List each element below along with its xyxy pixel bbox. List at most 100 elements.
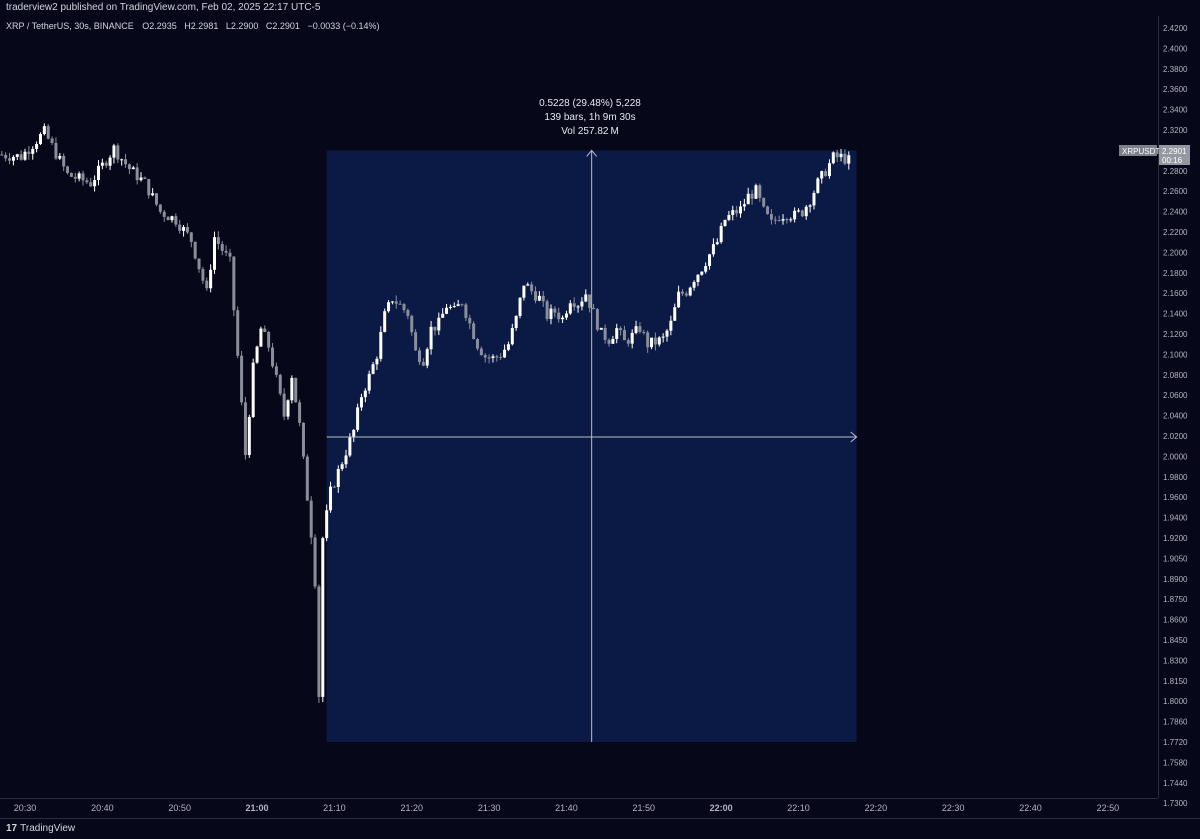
arrow-up-icon (586, 149, 598, 157)
candle-body (178, 224, 182, 231)
candle-body (680, 291, 684, 294)
candle-body (193, 241, 197, 259)
candle-body (332, 486, 336, 488)
price-tick-label: 1.8900 (1163, 575, 1188, 584)
high-value: 2.2981 (191, 21, 219, 31)
price-tick-label: 2.0000 (1163, 452, 1188, 461)
candle-body (340, 464, 344, 469)
candle-body (317, 586, 321, 697)
symbol-badge (1119, 145, 1157, 156)
candle-body (564, 313, 568, 318)
candle-body (410, 315, 414, 333)
candle-body (700, 271, 704, 275)
candle-body (38, 134, 42, 145)
candle-body (73, 176, 77, 179)
candle-body (719, 225, 723, 243)
symbol-title: XRP / TetherUS, 30s, BINANCE (6, 21, 134, 31)
candle-body (329, 486, 333, 511)
candle-body (375, 358, 379, 365)
candle-body (406, 309, 410, 316)
candle-body (657, 337, 661, 345)
price-tick-label: 2.0200 (1163, 432, 1188, 441)
candle-body (263, 328, 267, 332)
candle-body (104, 162, 108, 166)
price-tick-label: 1.7720 (1163, 738, 1188, 747)
time-tick-label: 21:20 (400, 803, 423, 813)
candle-body (27, 151, 31, 154)
measure-change-label: 0.5228 (29.48%) 5,228 (539, 98, 641, 109)
candle-body (793, 210, 797, 220)
candle-body (561, 317, 565, 320)
candle-body (278, 374, 282, 394)
candle-body (232, 256, 236, 311)
candle-body (282, 393, 286, 417)
price-tick-label: 2.4200 (1163, 24, 1188, 33)
candle-body (731, 210, 735, 216)
candle-body (526, 284, 530, 286)
time-tick-label: 22:10 (787, 803, 810, 813)
time-tick-label: 20:40 (91, 803, 114, 813)
candle-body (742, 204, 746, 207)
candle-body (646, 332, 650, 348)
candle-body (174, 216, 178, 225)
candle-body (754, 185, 758, 199)
candle-body (336, 468, 340, 487)
candle-body (162, 211, 166, 217)
price-tick-label: 1.7580 (1163, 758, 1188, 767)
candle-body (182, 227, 186, 231)
tradingview-brand[interactable]: 17 TradingView (6, 823, 75, 834)
candle-body (704, 266, 708, 272)
time-tick-label: 22:50 (1097, 803, 1120, 813)
price-tick-label: 1.7860 (1163, 718, 1188, 727)
candle-body (158, 204, 162, 212)
candle-body (185, 227, 189, 233)
candle-body (545, 301, 549, 319)
candle-body (379, 331, 383, 359)
close-value: 2.2901 (272, 21, 300, 31)
price-chart[interactable]: 0.5228 (29.48%) 5,228 139 bars, 1h 9m 30… (0, 0, 1200, 818)
candle-body (274, 366, 278, 375)
measure-volume-label: Vol 257.82 M (561, 126, 619, 137)
candle-body (619, 328, 623, 331)
candle-body (530, 284, 534, 292)
candle-body (243, 402, 247, 456)
price-axis[interactable]: 2.42002.40002.38002.36002.34002.32002.30… (1163, 24, 1188, 818)
candle-body (35, 144, 39, 149)
price-tick-label: 1.7440 (1163, 779, 1188, 788)
time-axis[interactable]: 20:30 20:40 20:50 21:00 21:10 21:20 21:30 21:40… (14, 803, 1119, 813)
publisher-text: traderview2 published on TradingView.com… (6, 2, 321, 13)
price-tick-label: 2.4000 (1163, 44, 1188, 53)
candle-body (468, 318, 472, 324)
price-tick-label: 2.1400 (1163, 310, 1188, 319)
candle-body (394, 301, 398, 304)
candle-body (460, 304, 464, 306)
candle-body (673, 307, 677, 321)
candle-body (599, 327, 603, 330)
candle-body (661, 336, 665, 338)
top-bar: traderview2 published on TradingView.com… (0, 0, 1200, 16)
candle-body (205, 280, 209, 289)
candle-body (549, 308, 553, 319)
candle-body (46, 126, 50, 139)
candle-body (758, 185, 762, 198)
candle-body (135, 167, 139, 181)
time-tick-label: 21:30 (478, 803, 501, 813)
candle-body (220, 243, 224, 251)
candle-body (348, 437, 352, 456)
price-tick-label: 2.1200 (1163, 330, 1188, 339)
price-tick-label: 2.0400 (1163, 412, 1188, 421)
candle-body (727, 215, 731, 220)
price-tick-label: 1.8000 (1163, 697, 1188, 706)
candle-body (448, 306, 452, 308)
price-tick-label: 1.9400 (1163, 514, 1188, 523)
candle-body (417, 350, 421, 363)
candle-body (568, 303, 572, 314)
price-tick-label: 1.9600 (1163, 493, 1188, 502)
candle-body (518, 297, 522, 316)
price-tick-label: 1.9800 (1163, 473, 1188, 482)
candle-body (472, 323, 476, 340)
candle-body (216, 237, 220, 244)
candle-body (607, 339, 611, 344)
candle-body (665, 330, 669, 337)
candle-body (827, 163, 831, 177)
